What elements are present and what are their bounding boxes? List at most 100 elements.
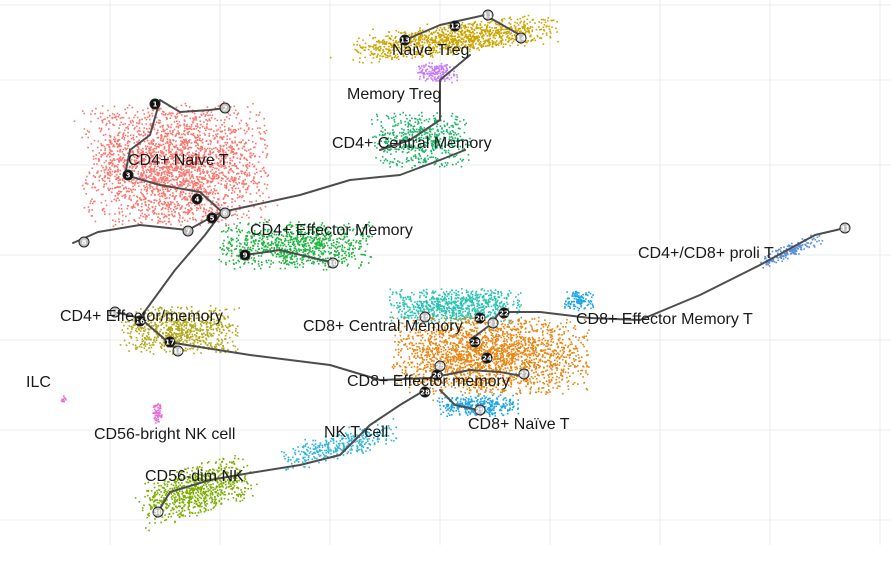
cell-point (156, 161, 159, 164)
cell-point (161, 168, 164, 171)
cell-point (161, 150, 164, 153)
cell-point (468, 45, 471, 48)
cell-point (213, 138, 216, 140)
cell-point (464, 143, 467, 146)
cell-point (510, 38, 512, 41)
cell-point (245, 122, 248, 124)
cell-point (245, 165, 247, 167)
cell-point (137, 173, 139, 175)
cell-point (382, 50, 385, 53)
cell-point (336, 250, 339, 252)
cell-point (495, 23, 497, 26)
cell-point (407, 121, 409, 124)
cell-point (501, 28, 503, 30)
cell-point (204, 211, 207, 213)
cell-point (422, 29, 424, 32)
cell-point (398, 46, 400, 49)
cell-point (204, 129, 207, 131)
cell-point (214, 189, 216, 192)
cell-point (228, 146, 230, 148)
cell-point (119, 156, 122, 158)
cell-point (212, 191, 214, 193)
cell-point (368, 221, 370, 224)
cell-point (464, 124, 466, 126)
cell-point (112, 123, 114, 126)
cell-point (358, 61, 361, 63)
cell-point (395, 29, 398, 32)
cell-point (161, 166, 164, 168)
cell-point (167, 208, 169, 211)
cell-point (255, 192, 258, 194)
cell-point (227, 149, 230, 152)
cell-point (196, 160, 199, 162)
cell-point (389, 55, 392, 57)
cell-point (197, 136, 200, 138)
cell-point (418, 158, 420, 161)
cell-point (211, 148, 213, 151)
cell-point (516, 30, 519, 33)
cell-point (526, 18, 529, 21)
cell-point (322, 269, 325, 271)
cell-point (443, 149, 446, 152)
cell-point (386, 48, 388, 51)
cell-point (317, 234, 319, 236)
cell-point (192, 161, 195, 163)
cell-point (209, 185, 211, 187)
cell-point (159, 126, 161, 128)
cell-point (112, 153, 115, 155)
cell-point (439, 72, 442, 75)
cell-point (394, 56, 396, 59)
cell-point (106, 116, 109, 119)
cell-point (402, 144, 405, 146)
cell-point (315, 242, 318, 245)
cell-point (85, 133, 87, 135)
cell-point (217, 204, 220, 206)
cell-point (396, 135, 398, 137)
cell-point (381, 147, 383, 149)
cell-point (460, 50, 463, 52)
cell-point (92, 158, 95, 160)
cell-point (128, 104, 131, 107)
cell-point (493, 34, 496, 37)
cell-point (83, 188, 85, 190)
cell-point (108, 174, 110, 176)
cell-point (468, 140, 471, 143)
cell-point (438, 133, 441, 135)
cell-point (419, 35, 421, 37)
cell-point (117, 115, 119, 118)
cell-point (397, 122, 400, 125)
cell-point (440, 131, 443, 133)
cell-point (115, 115, 117, 118)
cell-point (126, 190, 129, 192)
cell-point (230, 243, 232, 246)
cell-point (196, 170, 199, 172)
cell-point (200, 157, 203, 159)
cell-point (472, 30, 474, 33)
cell-point (424, 159, 427, 161)
cell-point (445, 29, 447, 31)
cell-point (455, 134, 458, 136)
cell-point (129, 154, 132, 156)
cell-point (109, 187, 112, 190)
cell-point (124, 193, 127, 196)
cell-point (113, 158, 115, 160)
cell-point (188, 173, 191, 175)
cell-point (81, 110, 84, 112)
cell-point (434, 68, 437, 71)
cell-point (144, 133, 147, 135)
cell-point (454, 31, 456, 34)
cell-point (149, 160, 151, 163)
cell-point (170, 112, 173, 114)
cell-point (532, 18, 535, 21)
cell-point (302, 237, 304, 240)
cell-point (481, 36, 483, 39)
cell-point (381, 131, 384, 133)
cell-point (187, 209, 189, 211)
cell-point (382, 55, 385, 58)
cell-point (439, 41, 441, 44)
cell-point (134, 114, 137, 117)
cell-point (187, 171, 190, 174)
cell-point (360, 263, 362, 266)
cell-point (468, 40, 470, 42)
cell-point (383, 159, 386, 162)
